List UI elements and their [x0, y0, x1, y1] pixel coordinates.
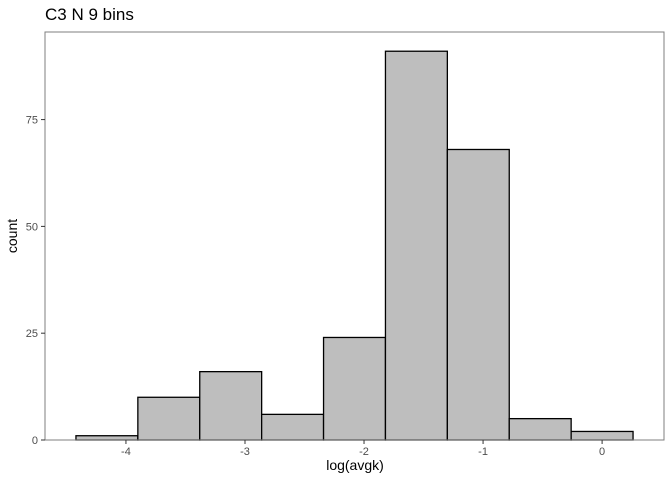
bars-group	[75, 50, 634, 441]
histogram-bar-1	[75, 435, 139, 441]
y-axis-title: count	[4, 219, 20, 253]
histogram-bar-3	[199, 370, 263, 441]
y-tick-label: 25	[26, 328, 38, 340]
x-tick-label: -3	[240, 446, 250, 458]
panel-border	[44, 31, 665, 441]
x-tick-label: -1	[478, 446, 488, 458]
y-tick-label: 0	[32, 435, 38, 447]
histogram-bar-7	[446, 148, 510, 441]
x-axis: -4 -3 -2 -1 0	[121, 440, 605, 458]
histogram-bar-6	[384, 50, 449, 441]
histogram-bar-5	[322, 336, 387, 441]
y-tick-label: 50	[26, 221, 38, 233]
chart-title: C3 N 9 bins	[45, 5, 134, 24]
x-tick-label: -4	[121, 446, 131, 458]
y-axis: 0 25 50 75	[26, 115, 45, 447]
x-tick-label: -2	[359, 446, 369, 458]
histogram-bar-8	[508, 417, 572, 441]
y-tick-label: 75	[26, 115, 38, 127]
histogram-bar-4	[260, 413, 325, 441]
histogram-bar-2	[137, 396, 201, 441]
histogram-bar-9	[570, 430, 634, 441]
x-tick-label: 0	[599, 446, 605, 458]
x-axis-title: log(avgk)	[326, 457, 384, 473]
